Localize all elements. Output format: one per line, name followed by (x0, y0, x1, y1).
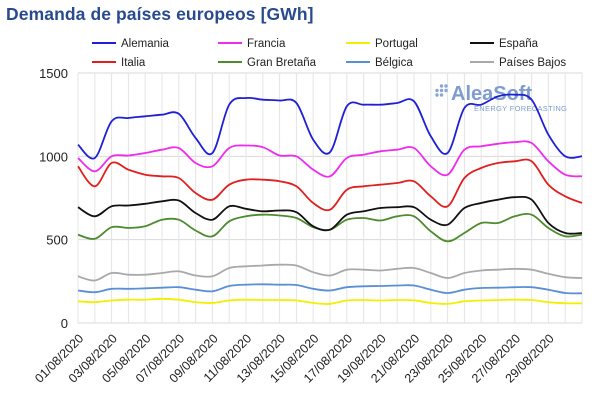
logo-dot (439, 88, 444, 93)
logo-dot (444, 88, 448, 93)
series-line-alemania (77, 93, 583, 160)
watermark-tagline: ENERGY FORECASTING (474, 104, 567, 113)
logo-dot (439, 93, 444, 97)
y-tick-label: 500 (46, 233, 68, 248)
logo-dot (435, 93, 439, 97)
series-line-francia (77, 140, 583, 178)
y-tick-label: 0 (61, 316, 68, 331)
legend-label-francia: Francia (247, 38, 286, 50)
series-lines (77, 93, 583, 305)
series-line-paises-bajos (77, 263, 583, 282)
y-tick-label: 1000 (39, 149, 68, 164)
legend-label-italia: Italia (121, 57, 146, 69)
aleasoft-watermark: AleaSoft ENERGY FORECASTING (435, 83, 567, 113)
legend-label-portugal: Portugal (375, 38, 418, 50)
aleasoft-logo-dots (435, 84, 448, 97)
series-line-belgica (77, 283, 583, 295)
legend: Alemania Francia Portugal España Italia Gran … (92, 38, 566, 69)
grid-lines (77, 72, 583, 324)
y-tick-label: 1500 (39, 66, 68, 81)
legend-label-paises-bajos: Países Bajos (499, 57, 566, 69)
logo-dot (439, 84, 444, 88)
legend-label-espana: España (499, 38, 539, 50)
y-axis-ticks: 0 500 1000 1500 (39, 66, 68, 331)
logo-dot (435, 88, 439, 93)
legend-label-alemania: Alemania (121, 38, 170, 50)
series-line-italia (77, 158, 583, 212)
legend-label-belgica: Bélgica (375, 57, 413, 69)
series-line-espana (77, 195, 583, 235)
legend-label-gran-bretana: Gran Bretaña (247, 57, 317, 69)
x-axis-ticks: 01/08/202003/08/202005/08/202007/08/2020… (32, 331, 557, 385)
chart-title: Demanda de países europeos [GWh] (6, 4, 314, 24)
series-line-portugal (77, 297, 583, 305)
watermark-brand: AleaSoft (451, 83, 532, 105)
logo-dot (444, 84, 448, 88)
